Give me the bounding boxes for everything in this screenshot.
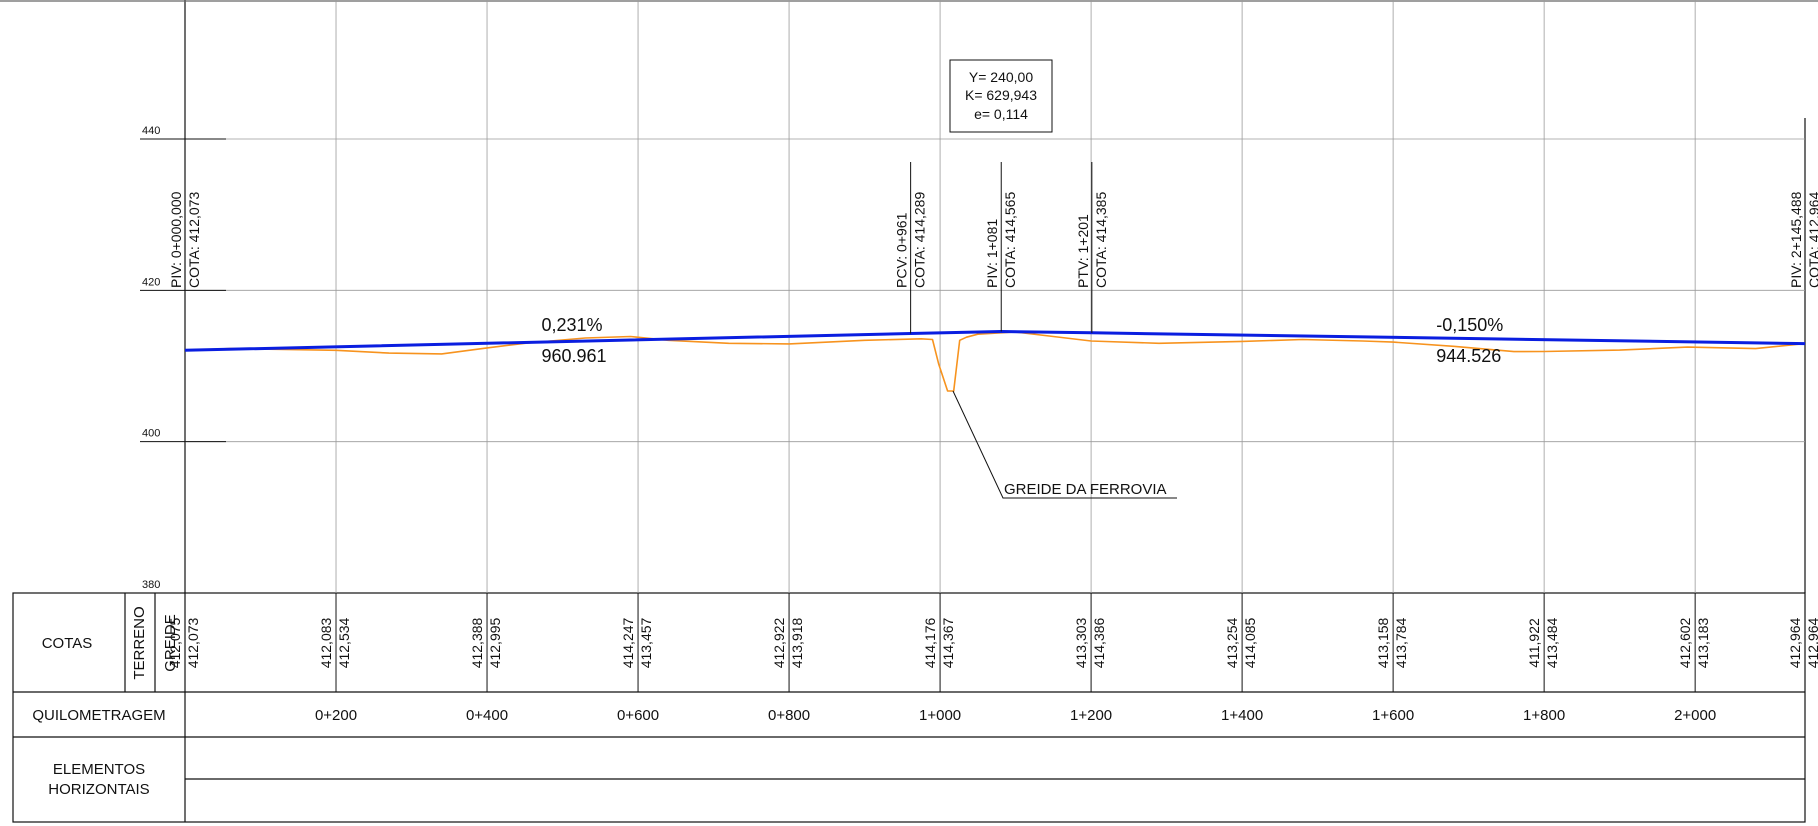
station-label: 0+200: [315, 707, 357, 724]
cota-greide: 414,386: [1091, 617, 1107, 668]
station-label: 1+000: [919, 707, 961, 724]
cota-terreno: 412,964: [1787, 617, 1803, 668]
slope-grade: 0,231%: [541, 315, 602, 335]
row-quilometragem-label: QUILOMETRAGEM: [32, 707, 165, 724]
sub-terreno-label: TERRENO: [131, 606, 148, 679]
vertical-point-station: PIV: 2+145,488: [1788, 191, 1804, 288]
curve-k: K= 629,943: [965, 87, 1037, 103]
sub-greide-label: GREIDE: [162, 614, 179, 672]
vertical-point-station: PIV: 0+000,000: [168, 191, 184, 288]
quilometragem-values: 0+200 0+400 0+600 0+800 1+000 1+200 1+400 1+600…: [315, 707, 1716, 724]
slope-length: 960.961: [541, 346, 606, 366]
cota-terreno: 412,922: [771, 617, 787, 668]
station-label: 0+400: [466, 707, 508, 724]
vertical-point-cota: COTA: 414,565: [1002, 192, 1018, 288]
cota-terreno: 412,388: [469, 617, 485, 668]
vertical-point-cota: COTA: 414,385: [1093, 192, 1109, 288]
cota-terreno: 414,247: [620, 617, 636, 668]
station-label: 1+800: [1523, 707, 1565, 724]
cota-greide: 412,534: [336, 617, 352, 668]
table-headers: COTAS TERRENO GREIDE QUILOMETRAGEM ELEME…: [32, 606, 179, 798]
cotas-values: 412,075 412,073 412,083 412,534 412,388 412,9…: [167, 617, 1818, 668]
cota-greide: 412,995: [487, 617, 503, 668]
cota-greide: 414,085: [1242, 617, 1258, 668]
vertical-point-cota: COTA: 414,289: [912, 192, 928, 288]
vertical-point-labels: PIV: 0+000,000 COTA: 412,073 PCV: 0+961 COT…: [168, 162, 1818, 334]
cota-terreno: 412,075: [167, 617, 183, 668]
station-label: 2+000: [1674, 707, 1716, 724]
cota-greide: 412,964: [1805, 617, 1818, 668]
cota-terreno: 413,254: [1224, 617, 1240, 668]
cota-greide: 413,918: [789, 617, 805, 668]
profile-grid: [185, 0, 1805, 692]
curve-radius: Y= 240,00: [969, 69, 1033, 85]
station-label: 1+400: [1221, 707, 1263, 724]
vertical-curve-box: Y= 240,00 K= 629,943 e= 0,114: [949, 59, 1053, 133]
station-label: 1+600: [1372, 707, 1414, 724]
slope-labels: 0,231% 960.961 -0,150% 944.526: [541, 315, 1503, 366]
vertical-point-station: PIV: 1+081: [984, 219, 1000, 288]
elevation-tick-label: 420: [142, 276, 160, 288]
curve-e: e= 0,114: [974, 106, 1028, 122]
cota-greide: 413,484: [1544, 617, 1560, 668]
cota-terreno: 412,602: [1677, 617, 1693, 668]
cota-terreno: 411,922: [1526, 618, 1542, 668]
cota-terreno: 414,176: [922, 617, 938, 668]
row-cotas-label: COTAS: [42, 635, 93, 652]
grade-line: [184, 330, 1806, 352]
station-label: 0+800: [768, 707, 810, 724]
vertical-point-cota: COTA: 412,073: [186, 192, 202, 288]
cota-terreno: 413,158: [1375, 617, 1391, 668]
cota-greide: 412,073: [185, 617, 201, 668]
cota-greide: 413,784: [1393, 617, 1409, 668]
elevation-tick-label: 400: [142, 428, 160, 440]
elevation-tick-label: 380: [142, 579, 160, 591]
profile-series: [184, 330, 1806, 392]
station-label: 1+200: [1070, 707, 1112, 724]
leader-label: GREIDE DA FERROVIA: [1004, 481, 1167, 498]
row-elementos-label-1: ELEMENTOS: [53, 761, 145, 778]
vertical-point-station: PCV: 0+961: [894, 212, 910, 288]
elevation-tick-label: 440: [142, 125, 160, 137]
vertical-point-cota: COTA: 412,964: [1806, 192, 1818, 288]
slope-grade: -0,150%: [1436, 315, 1503, 335]
slope-length: 944.526: [1436, 346, 1501, 366]
cota-greide: 413,457: [638, 617, 654, 668]
station-label: 0+600: [617, 707, 659, 724]
elevation-axis: 440 420 400 380: [140, 125, 226, 594]
cota-terreno: 413,303: [1073, 617, 1089, 668]
cota-greide: 414,367: [940, 617, 956, 668]
leader-annotation: GREIDE DA FERROVIA: [952, 390, 1177, 499]
cota-greide: 413,183: [1695, 617, 1711, 668]
vertical-point-station: PTV: 1+201: [1075, 214, 1091, 288]
row-elementos-label-2: HORIZONTAIS: [48, 781, 149, 798]
cota-terreno: 412,083: [318, 617, 334, 668]
